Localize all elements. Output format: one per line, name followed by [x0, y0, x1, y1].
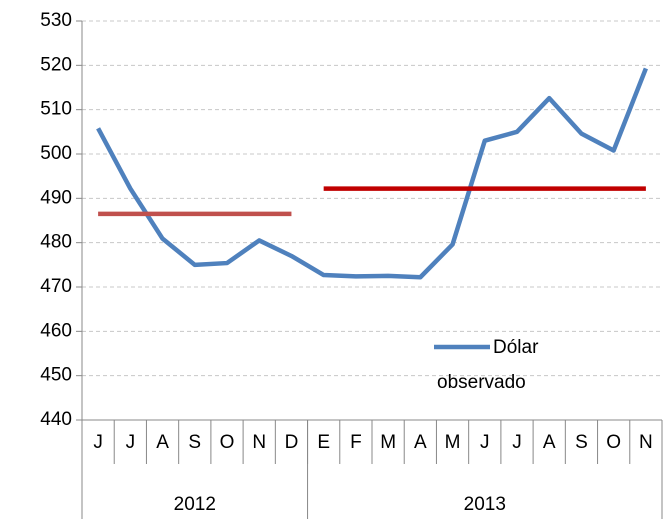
y-tick-label: 470 [40, 276, 72, 297]
x-tick-label: M [445, 432, 461, 453]
y-tick-label: 460 [40, 320, 72, 341]
line-series [96, 67, 648, 280]
group-label: 2013 [464, 494, 506, 515]
x-tick-label: O [220, 432, 235, 453]
y-tick-label: 530 [40, 10, 72, 31]
legend-label: Dólar observado [437, 337, 539, 393]
x-tick-label: S [188, 432, 201, 453]
x-tick-label: J [126, 432, 136, 453]
x-tick-label: A [414, 432, 427, 453]
x-tick-label: J [512, 432, 522, 453]
x-tick-label: M [380, 432, 396, 453]
y-tick-label: 480 [40, 232, 72, 253]
x-tick-label: N [252, 432, 266, 453]
x-tick-label: A [543, 432, 556, 453]
x-tick-label: J [480, 432, 490, 453]
x-tick-label: A [156, 432, 169, 453]
y-tick-label: 500 [40, 143, 72, 164]
group-label: 2012 [174, 494, 216, 515]
x-tick-label: J [93, 432, 103, 453]
x-tick-label: N [639, 432, 653, 453]
x-tick-label: O [606, 432, 621, 453]
x-tick-label: F [350, 432, 362, 453]
y-tick-label: 450 [40, 365, 72, 386]
y-tick-label: 510 [40, 99, 72, 120]
y-tick-label: 490 [40, 187, 72, 208]
y-tick-label: 520 [40, 54, 72, 75]
x-tick-label: S [575, 432, 588, 453]
x-tick-label: D [285, 432, 299, 453]
x-tick-label: E [317, 432, 330, 453]
y-tick-label: 440 [40, 409, 72, 430]
